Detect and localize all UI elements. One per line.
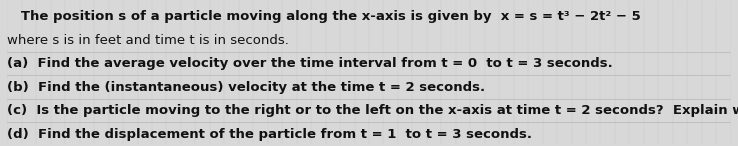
Text: The position s of a particle moving along the x-axis is given by  x = s = t³ − 2: The position s of a particle moving alon…: [7, 10, 641, 23]
Text: (b)  Find the (instantaneous) velocity at the time t = 2 seconds.: (b) Find the (instantaneous) velocity at…: [7, 81, 486, 94]
Text: where s is in feet and time t is in seconds.: where s is in feet and time t is in seco…: [7, 34, 289, 47]
Text: (c)  Is the particle moving to the right or to the left on the x-axis at time t : (c) Is the particle moving to the right …: [7, 104, 738, 117]
Text: (d)  Find the displacement of the particle from t = 1  to t = 3 seconds.: (d) Find the displacement of the particl…: [7, 128, 532, 141]
Text: (a)  Find the average velocity over the time interval from t = 0  to t = 3 secon: (a) Find the average velocity over the t…: [7, 57, 613, 70]
